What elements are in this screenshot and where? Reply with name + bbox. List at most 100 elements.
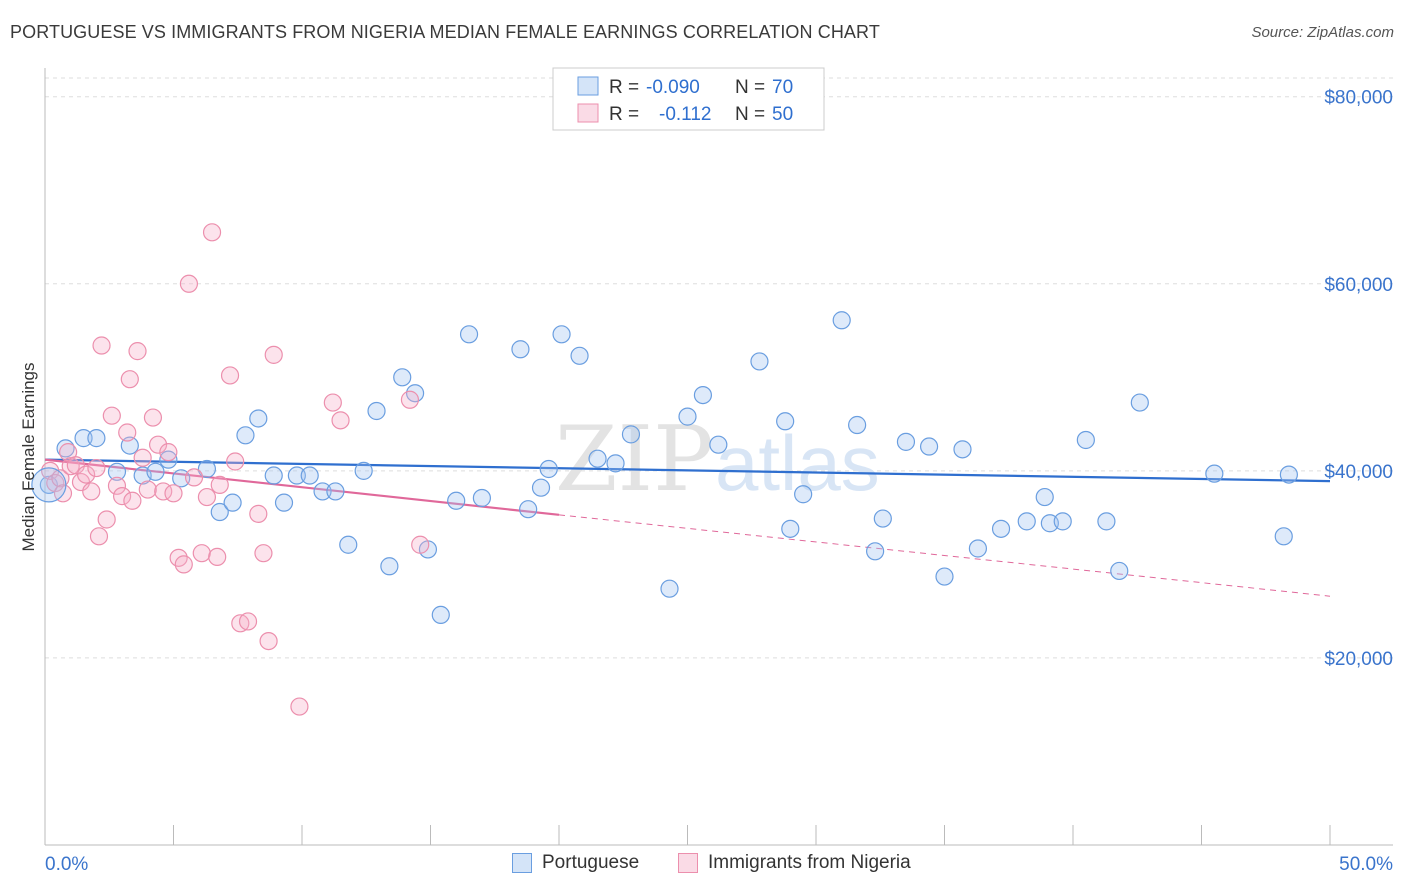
point-nigeria xyxy=(118,423,137,442)
point-portuguese xyxy=(709,435,728,454)
point-nigeria xyxy=(220,366,240,385)
legend-n-value: 70 xyxy=(772,77,793,98)
point-nigeria xyxy=(148,435,168,454)
legend-swatch-portuguese xyxy=(577,76,599,96)
point-nigeria xyxy=(97,510,116,529)
point-portuguese xyxy=(896,432,916,451)
point-nigeria xyxy=(197,487,217,507)
point-portuguese xyxy=(300,466,319,485)
y-tick-label: $60,000 xyxy=(1324,275,1393,296)
point-portuguese xyxy=(1274,527,1293,546)
point-nigeria xyxy=(264,345,283,364)
point-portuguese xyxy=(264,466,283,485)
legend-r-label: R = xyxy=(609,77,639,98)
chart-source: Source: ZipAtlas.com xyxy=(1251,24,1394,41)
point-portuguese xyxy=(107,462,127,481)
point-portuguese xyxy=(606,454,625,473)
point-nigeria xyxy=(179,274,199,293)
legend-r-value: -0.112 xyxy=(659,104,711,125)
point-nigeria xyxy=(259,631,278,651)
point-portuguese xyxy=(39,475,58,494)
point-nigeria xyxy=(89,527,109,546)
y-tick-labels: $20,000 $40,000 $60,000 $80,000 xyxy=(1324,88,1393,670)
point-nigeria xyxy=(102,406,121,425)
trend-line-nigeria-extension xyxy=(558,514,1331,597)
point-nigeria xyxy=(238,612,258,631)
x-tick-label: 0.0% xyxy=(45,854,88,875)
point-nigeria xyxy=(226,452,245,471)
point-portuguese xyxy=(172,469,191,488)
watermark-atlas: atlas xyxy=(715,419,880,507)
point-nigeria xyxy=(138,480,157,499)
point-portuguese xyxy=(953,440,972,459)
point-portuguese xyxy=(531,478,551,497)
point-portuguese xyxy=(1017,512,1036,531)
point-portuguese xyxy=(74,429,93,448)
point-portuguese xyxy=(159,450,178,469)
legend-item-portuguese[interactable]: Portuguese xyxy=(512,852,639,874)
legend-item-nigeria[interactable]: Immigrants from Nigeria xyxy=(678,852,911,874)
point-nigeria xyxy=(77,465,96,484)
point-portuguese xyxy=(87,429,106,448)
legend-label-nigeria: Immigrants from Nigeria xyxy=(708,852,911,873)
point-portuguese xyxy=(660,579,679,598)
point-portuguese xyxy=(354,461,373,480)
point-portuguese xyxy=(511,340,530,359)
point-portuguese xyxy=(459,325,479,344)
point-portuguese xyxy=(431,605,450,625)
point-portuguese xyxy=(832,311,851,330)
point-portuguese xyxy=(223,493,242,512)
point-nigeria xyxy=(331,411,350,430)
point-portuguese xyxy=(873,509,892,528)
point-nigeria xyxy=(411,535,430,554)
trend-line-portuguese xyxy=(44,458,1331,483)
point-portuguese xyxy=(339,535,358,554)
point-portuguese xyxy=(1130,393,1149,412)
point-portuguese xyxy=(313,482,332,501)
watermark: ZIP atlas xyxy=(555,407,880,512)
point-nigeria xyxy=(66,456,85,475)
point-portuguese xyxy=(678,407,697,426)
point-nigeria xyxy=(87,458,106,478)
point-portuguese xyxy=(236,426,255,445)
point-nigeria xyxy=(143,408,163,427)
data-points xyxy=(31,223,1298,716)
point-nigeria xyxy=(128,342,147,361)
point-nigeria xyxy=(202,223,222,242)
legend-n-label: N = xyxy=(735,77,765,98)
point-nigeria xyxy=(184,468,204,487)
point-nigeria xyxy=(92,336,111,355)
point-portuguese xyxy=(1076,430,1095,450)
x-tick-label: 50.0% xyxy=(1339,854,1393,875)
point-nigeria xyxy=(133,448,152,467)
point-portuguese xyxy=(146,462,165,481)
legend-n-label: N = xyxy=(735,104,765,125)
point-nigeria xyxy=(164,484,183,503)
point-portuguese xyxy=(776,412,795,431)
point-nigeria xyxy=(61,457,80,476)
point-portuguese xyxy=(919,437,939,456)
point-portuguese xyxy=(539,459,558,479)
point-nigeria xyxy=(249,504,268,523)
point-nigeria xyxy=(112,487,132,506)
point-portuguese xyxy=(781,519,800,538)
legend-swatch-nigeria xyxy=(678,853,698,873)
point-portuguese xyxy=(552,325,571,344)
point-portuguese xyxy=(1205,464,1224,483)
point-portuguese xyxy=(750,352,769,371)
point-nigeria xyxy=(123,491,142,510)
point-portuguese xyxy=(570,346,589,365)
point-portuguese xyxy=(367,401,386,421)
point-portuguese xyxy=(380,557,399,576)
gridlines xyxy=(45,77,1393,659)
point-portuguese xyxy=(935,567,954,586)
chart-title: PORTUGUESE VS IMMIGRANTS FROM NIGERIA ME… xyxy=(10,22,880,42)
point-portuguese xyxy=(519,500,538,519)
point-nigeria xyxy=(208,547,227,567)
point-nigeria xyxy=(51,469,70,488)
point-portuguese xyxy=(968,539,988,558)
legend-top: R = -0.090 N = 70 R = -0.112 N = 50 xyxy=(552,67,825,131)
point-nigeria xyxy=(254,544,273,563)
legend-swatch-portuguese xyxy=(512,853,532,873)
point-portuguese xyxy=(794,485,813,504)
